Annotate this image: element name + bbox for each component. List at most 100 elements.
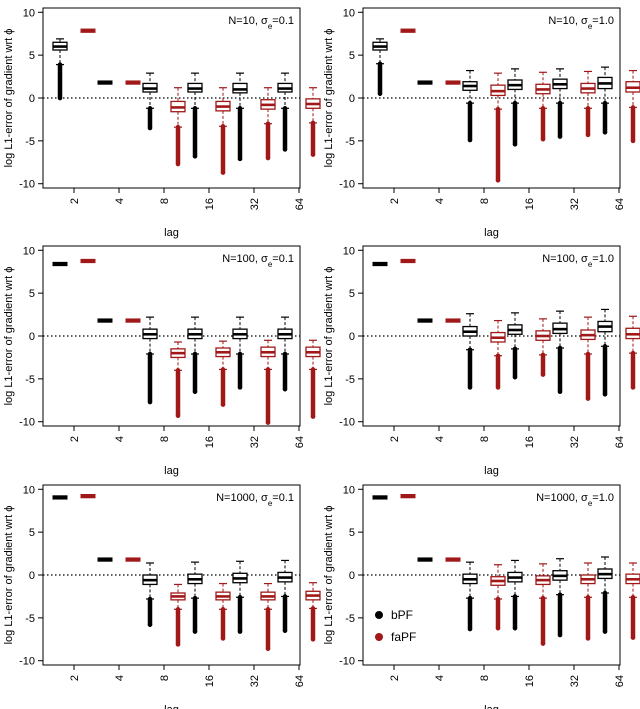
panel-title-suffix: =0.1 xyxy=(272,15,294,27)
y-axis-label: log L1-error of gradient wrt ϕ xyxy=(3,506,15,645)
panel-title: N=1000, σe=0.1 xyxy=(216,492,294,508)
outlier-point xyxy=(220,636,226,641)
x-axis-label: lag xyxy=(164,227,179,239)
x-tick-label: 4 xyxy=(434,436,446,442)
outlier-point xyxy=(265,646,271,651)
panel-title-sigma: σ xyxy=(261,492,268,504)
collapsed-box xyxy=(372,261,388,267)
x-axis-label: lag xyxy=(164,465,179,477)
x-tick-label: 8 xyxy=(479,436,491,442)
y-tick-label: 0 xyxy=(349,331,355,343)
panel-title: N=10, σe=0.1 xyxy=(228,15,294,31)
x-tick-label: 8 xyxy=(159,436,171,442)
panel-title-prefix: N=100, xyxy=(222,253,261,265)
y-tick-label: -5 xyxy=(345,136,355,148)
boxplot-bPF-lag-2 xyxy=(52,38,68,101)
x-tick-label: 64 xyxy=(614,198,626,210)
boxplot-faPF-lag-8 xyxy=(490,564,506,631)
y-tick-label: -10 xyxy=(19,417,35,429)
outlier-point xyxy=(557,632,563,638)
boxplot-faPF-lag-2 xyxy=(400,258,416,264)
legend: bPF faPF xyxy=(375,608,416,644)
panel-5: -10 -5 0 5 10 log L1-error of gradient wrt ϕ 2… xyxy=(3,484,321,709)
boxplot-bPF-lag-4 xyxy=(417,557,433,562)
y-tick-label: -10 xyxy=(19,656,35,668)
outlier-point xyxy=(175,161,181,167)
boxplot-bPF-lag-32 xyxy=(552,68,568,139)
outlier-point xyxy=(512,625,518,631)
outlier-point xyxy=(192,629,198,634)
y-tick-label: 10 xyxy=(343,484,355,496)
boxplot-bPF-lag-16 xyxy=(187,316,203,394)
outlier-point xyxy=(175,413,181,418)
collapsed-box xyxy=(97,80,113,85)
boxplot-bPF-lag-64 xyxy=(277,72,293,152)
outlier-point xyxy=(192,389,198,394)
outlier-point xyxy=(557,134,563,139)
x-tick-label: 64 xyxy=(614,675,626,687)
y-tick-label: 0 xyxy=(349,93,355,105)
x-axis-label: lag xyxy=(484,227,499,239)
collapsed-box xyxy=(417,318,433,323)
x-tick-label: 8 xyxy=(479,675,491,681)
boxplot-faPF-lag-16 xyxy=(215,582,231,641)
panel-title-subscript: e xyxy=(588,22,593,31)
boxplot-faPF-lag-64 xyxy=(625,315,640,390)
y-tick-label: 5 xyxy=(29,527,35,539)
collapsed-box xyxy=(125,318,141,323)
collapsed-box xyxy=(97,318,113,323)
outlier-point xyxy=(310,152,316,157)
boxplot-faPF-lag-8 xyxy=(170,87,186,167)
x-tick-label: 64 xyxy=(294,675,306,687)
y-tick-label: -5 xyxy=(345,374,355,386)
collapsed-box xyxy=(400,494,416,499)
boxplot-faPF-lag-32 xyxy=(580,316,596,401)
panel-2: -10 -5 0 5 10 log L1-error of gradient wrt ϕ 2… xyxy=(323,7,640,239)
y-tick-label: 5 xyxy=(29,50,35,62)
outlier-point xyxy=(220,170,226,175)
x-tick-label: 64 xyxy=(614,436,626,448)
panel-title-subscript: e xyxy=(588,260,593,269)
x-tick-label: 4 xyxy=(114,198,126,204)
y-tick-label: 0 xyxy=(29,570,35,582)
boxplot-bPF-lag-16 xyxy=(507,312,523,380)
boxplot-faPF-lag-2 xyxy=(400,28,416,33)
panel-title: N=1000, σe=1.0 xyxy=(536,492,614,508)
x-tick-label: 4 xyxy=(434,675,446,681)
outlier-point xyxy=(310,637,316,642)
y-tick-label: 10 xyxy=(343,245,355,257)
outlier-point xyxy=(237,629,243,634)
collapsed-box xyxy=(417,557,433,562)
collapsed-box xyxy=(125,557,141,562)
legend-marker-faPF xyxy=(375,633,383,641)
x-tick-label: 4 xyxy=(114,436,126,442)
y-tick-label: 5 xyxy=(29,288,35,300)
x-axis-label: lag xyxy=(484,465,499,477)
outlier-point xyxy=(557,389,563,394)
outlier-point xyxy=(265,420,271,425)
legend-label-faPF: faPF xyxy=(391,630,416,644)
boxplot-bPF-lag-32 xyxy=(552,558,568,638)
outlier-point xyxy=(602,392,608,397)
panel-title: N=10, σe=1.0 xyxy=(548,15,614,31)
y-tick-label: -5 xyxy=(25,374,35,386)
y-tick-label: 0 xyxy=(29,93,35,105)
boxplot-bPF-lag-2 xyxy=(372,495,388,500)
panel-title-prefix: N=1000, xyxy=(536,492,581,504)
boxplot-faPF-lag-32 xyxy=(580,562,596,641)
outlier-point xyxy=(585,396,591,401)
y-tick-label: 10 xyxy=(23,484,35,496)
y-tick-label: 5 xyxy=(349,527,355,539)
panel-title-sigma: σ xyxy=(261,253,268,265)
y-axis-label: log L1-error of gradient wrt ϕ xyxy=(3,29,15,168)
x-tick-label: 4 xyxy=(114,675,126,681)
boxplot-faPF-lag-32 xyxy=(260,339,276,425)
boxplot-bPF-lag-32 xyxy=(232,560,248,634)
boxplot-faPF-lag-2 xyxy=(80,28,96,33)
boxplot-faPF-lag-4 xyxy=(445,318,461,323)
boxplot-bPF-lag-4 xyxy=(97,318,113,323)
collapsed-box xyxy=(80,28,96,33)
panel-title-subscript: e xyxy=(588,499,593,508)
boxplot-faPF-lag-4 xyxy=(445,80,461,85)
boxplot-faPF-lag-4 xyxy=(445,557,461,562)
